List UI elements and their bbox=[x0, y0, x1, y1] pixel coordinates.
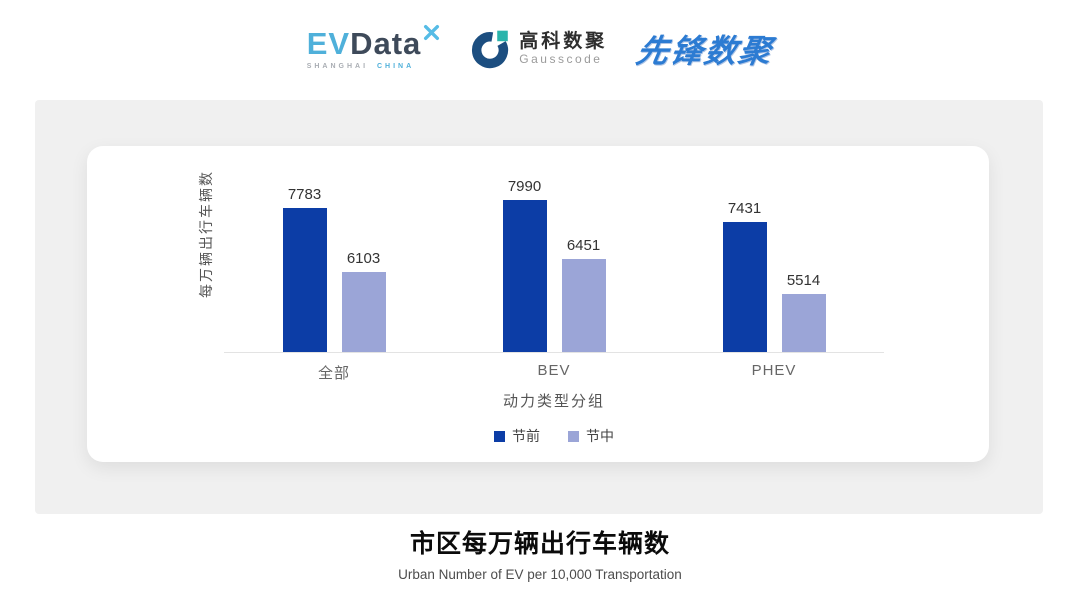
evdata-ev-text: EV bbox=[306, 26, 351, 61]
gausscode-wordmark: 高科数聚 Gausscode bbox=[519, 31, 607, 67]
bar-value-label: 6103 bbox=[346, 250, 381, 267]
evdata-tagline-china: CHINA bbox=[377, 63, 415, 70]
evdata-data-text: Data bbox=[350, 26, 422, 61]
gausscode-g-icon bbox=[472, 30, 509, 69]
bar-节前-全部: 7783 bbox=[282, 186, 327, 352]
chart-panel: 每万辆出行车辆数 7783 6103 7990 6451 7431 5514 全部 BEV P… bbox=[35, 100, 1043, 514]
chart-card: 每万辆出行车辆数 7783 6103 7990 6451 7431 5514 全部 BEV P… bbox=[87, 146, 989, 462]
gausscode-name-en: Gausscode bbox=[519, 52, 603, 67]
bar-group-PHEV: 7431 5514 bbox=[664, 146, 884, 352]
x-tick-BEV: BEV bbox=[537, 362, 571, 379]
evdata-star-icon bbox=[424, 24, 440, 41]
bar-group-全部: 7783 6103 bbox=[224, 146, 444, 352]
bar-group-BEV: 7990 6451 bbox=[444, 146, 664, 352]
evdata-logo: EV Data SHANGHAI CHINA bbox=[306, 24, 441, 70]
legend: 节前 节中 bbox=[224, 426, 884, 446]
gausscode-logo: 高科数聚 Gausscode bbox=[470, 29, 607, 69]
header-logos: EV Data SHANGHAI CHINA 高科数聚 Gausscode 先锋… bbox=[0, 0, 1080, 78]
x-tick-PHEV: PHEV bbox=[751, 362, 797, 379]
legend-label: 节前 bbox=[512, 428, 540, 444]
bar-rect bbox=[781, 294, 826, 352]
bar-rect bbox=[561, 259, 606, 352]
chart-title: 市区每万辆出行车辆数 bbox=[409, 530, 670, 558]
evdata-wordmark: EV Data bbox=[306, 24, 441, 61]
bar-value-label: 7990 bbox=[507, 178, 542, 195]
gausscode-name-cn: 高科数聚 bbox=[519, 31, 608, 53]
bar-rect bbox=[502, 200, 547, 352]
bar-节中-PHEV: 5514 bbox=[781, 272, 826, 352]
bar-value-label: 7783 bbox=[287, 186, 322, 203]
legend-swatch bbox=[568, 430, 579, 442]
legend-item-节中: 节中 bbox=[568, 426, 614, 446]
bar-rect bbox=[341, 272, 386, 352]
evdata-tagline: SHANGHAI CHINA bbox=[307, 63, 414, 70]
plot-area: 7783 6103 7990 6451 7431 5514 bbox=[224, 146, 884, 353]
chart-subtitle: Urban Number of EV per 10,000 Transporta… bbox=[398, 567, 682, 582]
bar-节前-BEV: 7990 bbox=[502, 178, 547, 352]
bar-value-label: 6451 bbox=[566, 237, 601, 254]
bar-rect bbox=[282, 208, 327, 352]
x-axis-ticks: 全部 BEV PHEV bbox=[224, 362, 884, 383]
bar-value-label: 7431 bbox=[727, 200, 762, 217]
legend-label: 节中 bbox=[586, 428, 614, 444]
bar-value-label: 5514 bbox=[786, 272, 821, 289]
evdata-tagline-shanghai: SHANGHAI bbox=[306, 63, 369, 70]
legend-swatch bbox=[494, 430, 505, 442]
legend-item-节前: 节前 bbox=[494, 426, 540, 446]
bar-节中-全部: 6103 bbox=[341, 250, 386, 352]
pioneer-logo: 先锋数聚 bbox=[633, 33, 777, 69]
bar-节中-BEV: 6451 bbox=[561, 237, 606, 352]
bar-节前-PHEV: 7431 bbox=[722, 200, 767, 352]
footer-titles: 市区每万辆出行车辆数 Urban Number of EV per 10,000… bbox=[0, 524, 1080, 582]
bar-rect bbox=[722, 222, 767, 352]
y-axis-label: 每万辆出行车辆数 bbox=[198, 170, 214, 298]
x-tick-全部: 全部 bbox=[317, 365, 350, 382]
x-axis-label: 动力类型分组 bbox=[502, 393, 605, 410]
